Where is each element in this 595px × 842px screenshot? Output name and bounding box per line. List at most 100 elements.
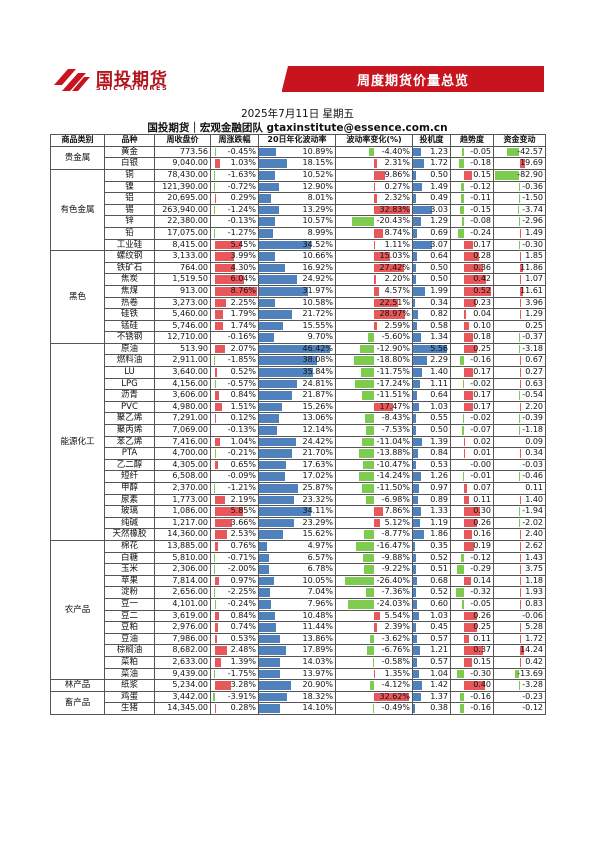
trend-degree-value: -0.05 [470,598,491,608]
annual-vol-value: 34.11% [302,506,333,516]
fund-flow: 2.62 [493,540,546,553]
weekly-change-value: 0.53% [230,633,256,643]
vol-change: 9.86% [335,169,413,182]
spec-degree-bar [413,391,417,400]
close-price: 1,519.50 [154,273,211,286]
spec-degree-bar [413,426,417,435]
fund-flow-value: 0.67 [525,355,543,365]
vol-change-value: -7.36% [381,587,410,597]
fund-flow-bar [519,298,521,308]
weekly-change-bar [214,194,217,203]
trend-degree-value: 0.26 [473,517,491,527]
weekly-change-bar [214,460,218,470]
table-row: 不锈钢 12,710.00 -0.16% 9.70% -5.60% 1.34 0.18 -0.… [51,331,546,344]
table-row: 有色金属铜 78,430.00 -1.63% 10.52% 9.86% 0.50 0.15 -… [50,168,546,252]
annual-vol-bar [259,344,330,354]
spec-degree-bar [413,611,420,621]
annual-vol: 23.32% [258,493,336,507]
vol-change-value: -6.98% [381,494,410,504]
trend-degree-bar [463,449,465,458]
fund-flow: -0.46 [493,470,546,483]
table-row: 农产品 棉花 13,885.00 0.76% 4.97% -16.47% 0.35 0.19 2… [50,539,546,681]
close-price-value: 263,940.00 [162,204,208,214]
fund-flow-bar [519,623,522,632]
weekly-change-bar [214,634,218,644]
vol-change-value: -13.88% [376,448,410,458]
spec-degree-value: 1.86 [430,529,448,539]
trend-degree-bar [458,228,464,238]
annual-vol: 34.11% [258,505,336,518]
fund-flow: -0.36 [493,180,546,194]
fund-flow: 0.42 [493,655,546,669]
vol-change: -7.53% [335,424,413,437]
fund-flow-value: 1.93 [525,587,543,597]
annual-vol: 21.72% [258,308,336,321]
spec-degree-bar [413,704,416,713]
table-row: 聚丙烯 7,069.00 -0.13% 12.14% -7.53% 0.50 -0.07 -1… [51,424,546,437]
spec-degree-value: 1.23 [430,146,448,156]
vol-change: -11.75% [335,366,413,379]
weekly-change: 1.74% [210,319,259,333]
trend-degree-bar [459,692,464,702]
vol-change-bar [374,263,404,273]
spec-degree: 0.69 [412,226,451,240]
spec-degree-bar [413,472,421,482]
trend-degree-value: 0.18 [473,332,491,342]
trend-degree-bar [463,252,479,261]
header: 国投期货 SDIC FUTURES 周度期货价量总览 [0,0,595,110]
col-change: 周涨跌幅 [210,134,259,147]
trend-degree-bar [456,565,464,574]
banner-divider [282,90,544,92]
annual-vol: 24.81% [258,377,336,391]
weekly-change: 0.29% [210,192,259,205]
spec-degree-value: 1.26 [430,471,448,481]
fund-flow-bar [519,646,524,655]
close-price-value: 14,360.00 [167,529,208,539]
vol-change-bar [351,217,374,226]
spec-degree: 1.49 [412,180,451,194]
vol-change: 28.97% [335,308,413,321]
close-price: 2,370.00 [154,482,211,495]
trend-degree: -0.24 [450,226,494,240]
trend-degree: -0.05 [450,145,494,159]
weekly-change-value: 0.65% [230,459,256,469]
trend-degree-bar [463,298,476,308]
vol-change-bar [369,681,374,690]
fund-flow-value: 2.62 [525,540,543,550]
annual-vol-bar [259,356,317,366]
fund-flow: -3.74 [493,203,546,217]
spec-degree-bar [413,333,422,342]
table-row: 铁矿石 764.00 4.30% 16.92% 27.42% 0.50 0.36 11.86 [51,261,546,275]
weekly-change: -1.63% [210,169,259,182]
trend-degree-value: 0.17 [473,367,491,377]
fund-flow: -3.28 [493,679,546,692]
annual-vol: 15.26% [258,400,336,414]
close-price: 773.56 [154,145,211,159]
weekly-change-bar [214,611,219,621]
spec-degree-bar [413,298,416,308]
annual-vol-value: 13.97% [302,668,333,678]
vol-change-value: -12.90% [376,343,410,353]
annual-vol: 10.48% [258,609,336,623]
annual-vol-value: 15.62% [302,529,333,539]
spec-degree-bar [413,646,421,655]
weekly-change: -0.24% [210,597,259,611]
annual-vol-bar [259,646,287,655]
annual-vol: 10.52% [258,169,336,182]
weekly-change-value: 0.76% [230,540,256,550]
spec-degree: 2.29 [412,354,451,368]
annual-vol-bar [259,484,299,493]
close-price: 14,360.00 [154,528,211,541]
vol-change-bar [363,553,374,563]
spec-degree: 1.42 [412,679,451,692]
fund-flow-bar [519,159,526,168]
weekly-change-bar [214,541,219,551]
spec-degree: 0.52 [412,586,451,599]
trend-degree: 0.52 [450,284,494,298]
weekly-change: -1.27% [210,226,259,240]
fund-flow-value: -0.03 [522,459,543,469]
trend-degree: 0.11 [450,632,494,646]
spec-degree-bar [413,565,417,574]
fund-flow-bar [515,669,520,679]
weekly-change-value: -0.71% [227,552,256,562]
